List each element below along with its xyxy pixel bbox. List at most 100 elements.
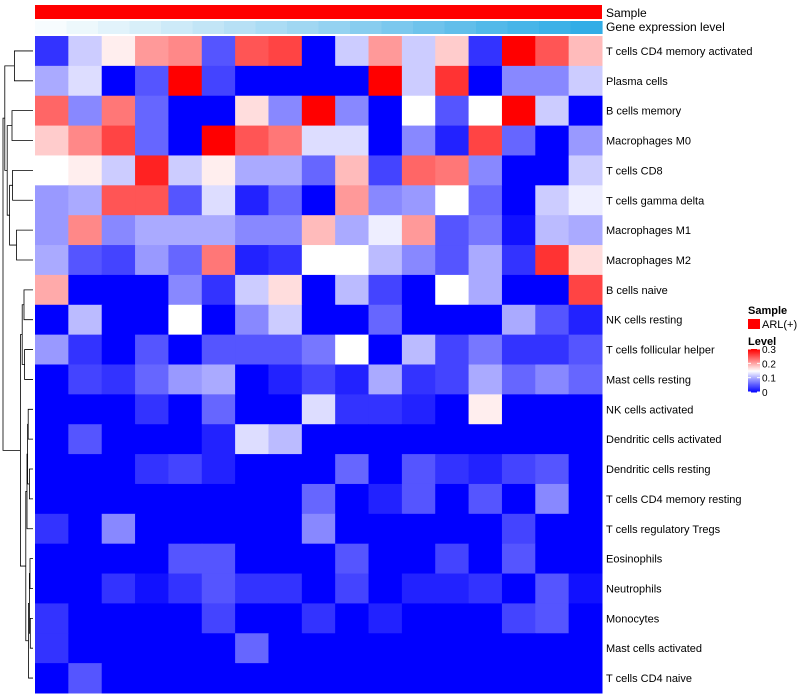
heatmap-cell <box>501 633 536 664</box>
heatmap-cell <box>335 573 370 604</box>
heatmap-cell <box>201 454 236 485</box>
heatmap-cell <box>235 603 269 634</box>
heatmap-cell <box>401 36 436 67</box>
heatmap-cell <box>235 304 269 336</box>
heatmap-cell <box>201 513 236 545</box>
legend-gradient-step <box>748 349 760 351</box>
heatmap-cell <box>35 95 69 127</box>
heatmap-cell <box>135 36 169 67</box>
heatmap-cell <box>235 274 269 306</box>
heatmap-cell <box>135 245 169 276</box>
heatmap-cell <box>368 334 403 365</box>
heatmap-cell <box>68 245 103 276</box>
heatmap-cell <box>201 633 236 664</box>
heatmap-cell <box>35 274 69 306</box>
heatmap-cell <box>235 334 269 365</box>
row-label: Mast cells resting <box>606 374 691 386</box>
row-label: Dendritic cells activated <box>606 434 722 446</box>
heatmap-cell <box>101 215 136 246</box>
row-label: Eosinophils <box>606 554 663 566</box>
heatmap-cell <box>435 245 470 276</box>
heatmap-cell <box>401 424 436 455</box>
heatmap-cell <box>135 603 169 634</box>
heatmap-cell <box>568 633 603 664</box>
heatmap-cell <box>68 364 103 395</box>
heatmap-cell <box>301 513 336 545</box>
heatmap-cell <box>468 633 503 664</box>
heatmap-cell <box>35 185 69 216</box>
legend-gradient-step <box>748 372 760 375</box>
heatmap-cell <box>435 663 470 694</box>
heatmap-cell <box>201 95 236 127</box>
heatmap-cell <box>68 334 103 365</box>
legend-gradient-step <box>748 381 760 383</box>
heatmap-cell <box>535 513 570 545</box>
legend-gradient-step <box>748 366 760 368</box>
heatmap-cell <box>68 633 103 664</box>
heatmap-cell <box>401 364 436 395</box>
heatmap-cell <box>135 424 169 455</box>
legend-sample-title: Sample <box>748 305 787 317</box>
heatmap-cell <box>68 603 103 634</box>
heatmap-cell <box>535 304 570 336</box>
legend-gradient-step <box>748 350 760 352</box>
heatmap-cell <box>435 215 470 246</box>
heatmap-cell <box>35 454 69 485</box>
heatmap-cell <box>568 215 603 246</box>
legend-gradient-step <box>748 367 760 369</box>
heatmap-cell <box>201 125 236 156</box>
heatmap-cell <box>568 573 603 604</box>
legend-gradient-step <box>748 356 760 359</box>
expression-annotation-cell <box>66 21 99 34</box>
heatmap-cell <box>468 155 503 186</box>
heatmap-cell <box>468 573 503 604</box>
heatmap-cell <box>201 543 236 575</box>
heatmap-cell <box>268 155 303 186</box>
heatmap-cell <box>335 454 370 485</box>
heatmap-cell <box>568 394 603 425</box>
heatmap-cell <box>201 394 236 425</box>
heatmap-cell <box>235 125 269 156</box>
dendrogram-branch <box>4 65 15 171</box>
heatmap-cell <box>435 573 470 604</box>
heatmap-cell <box>535 155 570 186</box>
heatmap-cell <box>535 215 570 246</box>
heatmap-cell <box>535 603 570 634</box>
heatmap-cell <box>168 663 203 694</box>
heatmap-cell <box>201 483 236 515</box>
heatmap-cell <box>568 95 603 127</box>
heatmap-cell <box>235 215 269 246</box>
heatmap-cell <box>135 663 169 694</box>
heatmap-cell <box>235 424 269 455</box>
heatmap-cell <box>168 65 203 97</box>
heatmap-cell <box>101 304 136 336</box>
heatmap-cell <box>335 36 370 67</box>
heatmap-cell <box>268 424 303 455</box>
heatmap-cell <box>168 36 203 67</box>
heatmap-cell <box>568 663 603 694</box>
heatmap-cell <box>501 245 536 276</box>
expression-annotation-cell <box>507 21 540 34</box>
heatmap-cell <box>468 663 503 694</box>
legend-gradient-step <box>748 351 760 353</box>
heatmap-cell <box>401 483 436 515</box>
row-label: T cells CD4 naive <box>606 673 692 685</box>
heatmap-cell <box>368 483 403 515</box>
heatmap-cell <box>335 65 370 97</box>
heatmap-cell <box>135 483 169 515</box>
heatmap-cell <box>301 125 336 156</box>
heatmap-cell <box>101 663 136 694</box>
heatmap-cell <box>135 454 169 485</box>
heatmap-cell <box>335 274 370 306</box>
heatmap-cell <box>335 95 370 127</box>
heatmap-cell <box>368 36 403 67</box>
heatmap-cell <box>201 65 236 97</box>
heatmap-cell <box>401 513 436 545</box>
heatmap-cell <box>501 573 536 604</box>
heatmap-cell <box>235 95 269 127</box>
heatmap-cell <box>68 95 103 127</box>
legend-tick-label: 0.1 <box>762 374 776 385</box>
heatmap-cell <box>568 454 603 485</box>
heatmap-cell <box>301 334 336 365</box>
heatmap-cell <box>535 364 570 395</box>
